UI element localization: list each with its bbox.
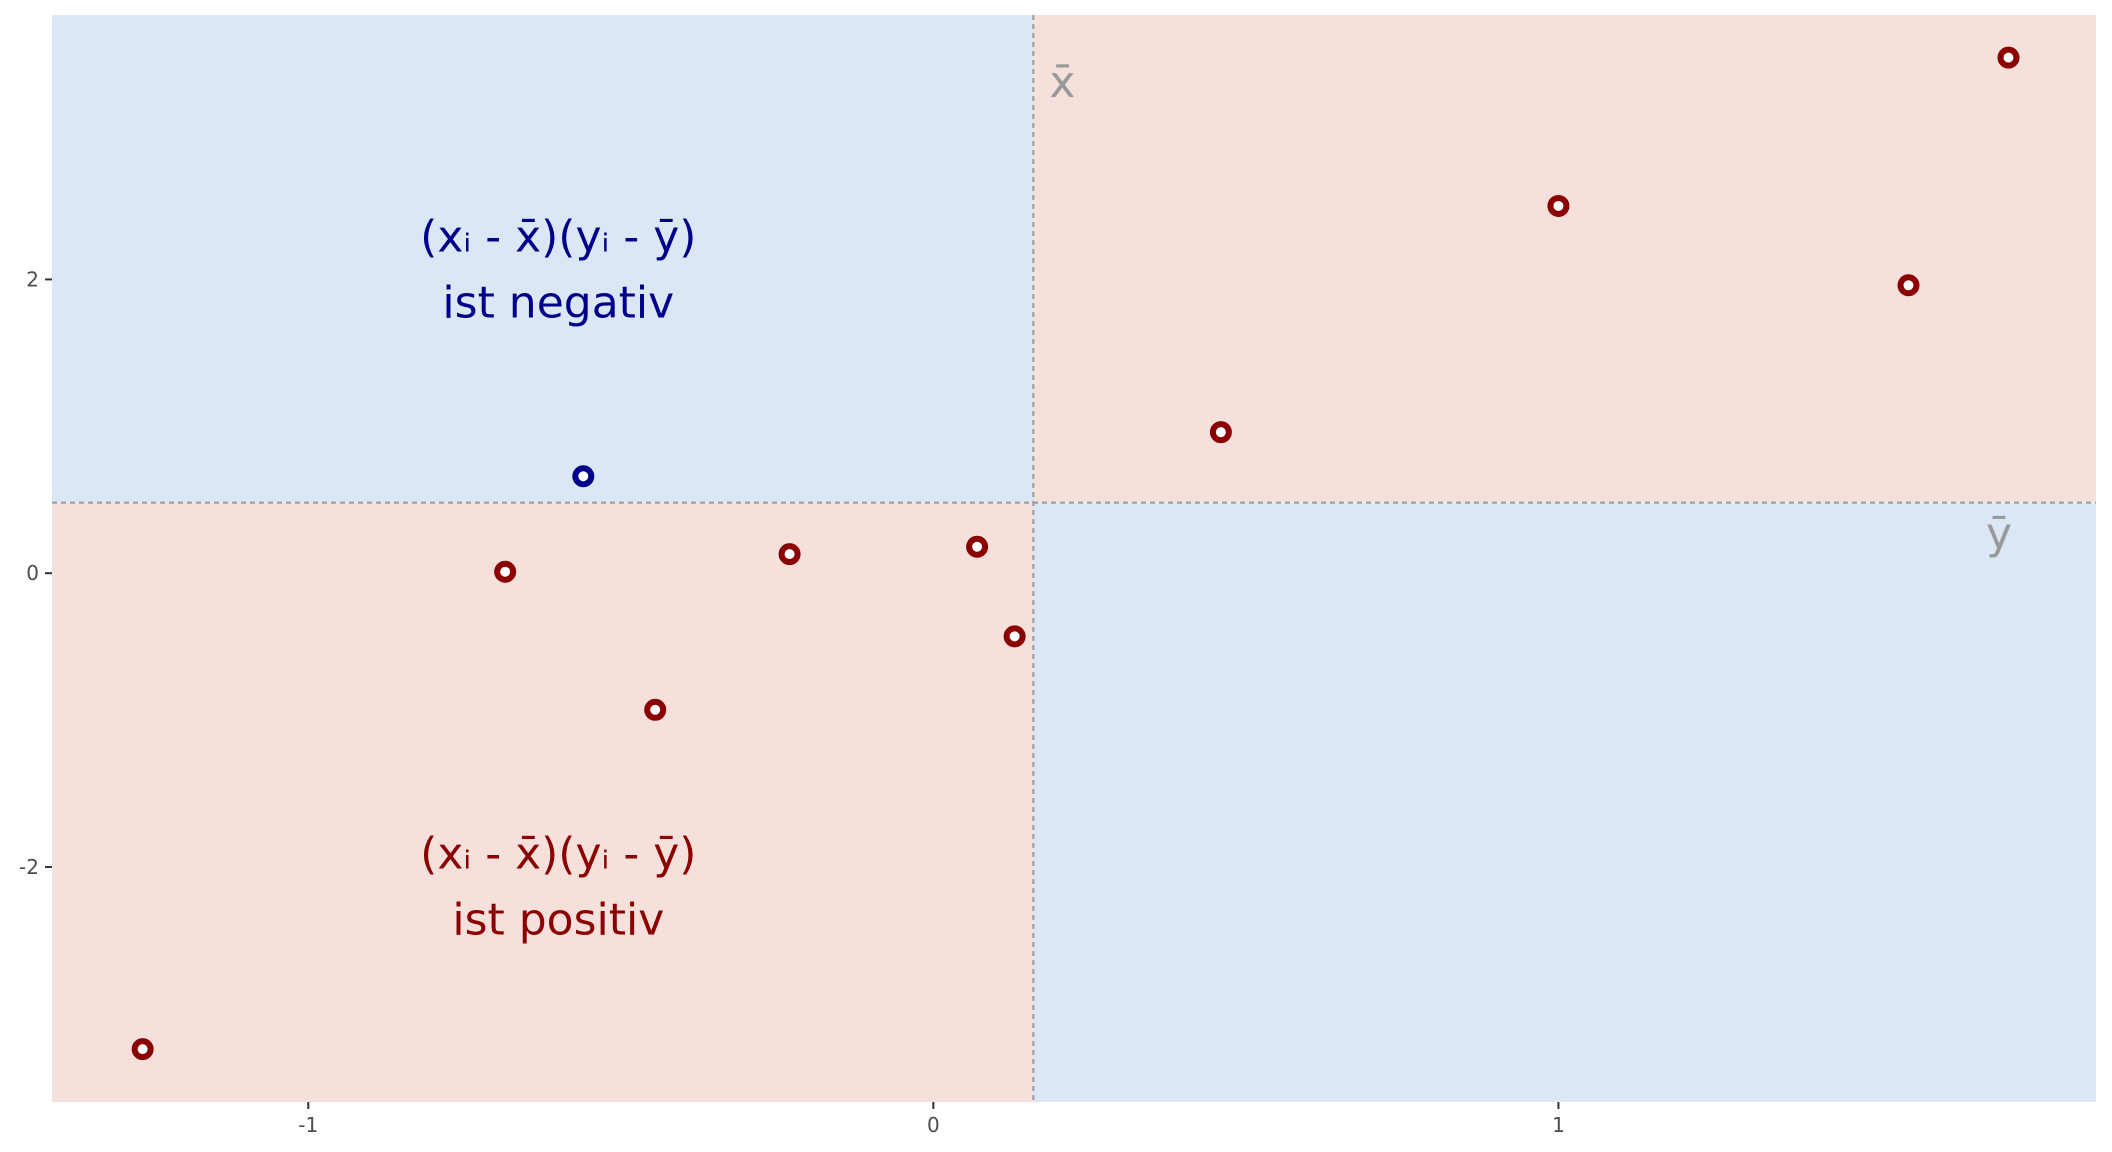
- data-point: [494, 560, 517, 583]
- y-tick-label: 2: [26, 267, 39, 291]
- data-point: [1209, 421, 1232, 444]
- data-point: [1897, 274, 1920, 297]
- y-tick-label: -2: [19, 855, 39, 879]
- mean-lines: [52, 15, 2096, 1102]
- data-point: [572, 465, 595, 488]
- data-points: [131, 46, 2020, 1061]
- data-point: [644, 698, 667, 721]
- positive-annotation-formula: (xᵢ - x̄)(yᵢ - ȳ): [420, 829, 696, 880]
- positive-annotation-text: ist positiv: [452, 895, 664, 946]
- data-point: [1003, 625, 1026, 648]
- region-top-right: [1033, 15, 2096, 503]
- x-tick-label: -1: [298, 1113, 318, 1137]
- axes: -1 0 1 -2 0 2: [19, 267, 1565, 1137]
- data-point: [966, 535, 989, 558]
- negative-annotation-text: ist negativ: [442, 278, 674, 329]
- data-point: [1997, 46, 2020, 69]
- quadrant-regions: [52, 15, 2096, 1102]
- region-bottom-left: [52, 502, 1034, 1102]
- x-tick-label: 1: [1552, 1113, 1565, 1137]
- data-point: [1547, 194, 1570, 217]
- region-top-left: [52, 15, 1034, 503]
- y-tick-label: 0: [26, 561, 39, 585]
- region-bottom-right: [1033, 502, 2096, 1102]
- annotations: x̄ ȳ (xᵢ - x̄)(yᵢ - ȳ) ist negativ (xᵢ -…: [420, 57, 2012, 946]
- negative-annotation-formula: (xᵢ - x̄)(yᵢ - ȳ): [420, 212, 696, 263]
- x-tick-label: 0: [927, 1113, 940, 1137]
- mean-x-label: x̄: [1049, 57, 1075, 108]
- mean-y-label: ȳ: [1986, 509, 2012, 560]
- data-point: [131, 1038, 154, 1061]
- data-point: [778, 543, 801, 566]
